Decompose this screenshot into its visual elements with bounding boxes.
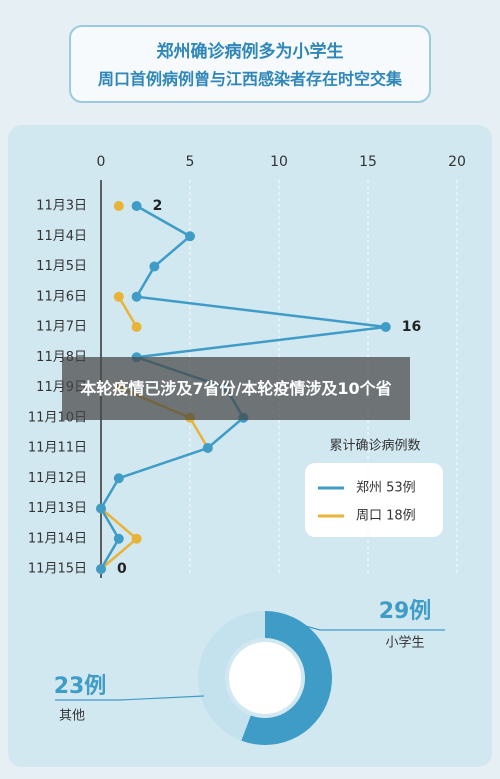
legend-title: 累计确诊病例数 (329, 439, 420, 454)
donut-slice (241, 611, 332, 745)
legend-box (305, 463, 443, 537)
point (96, 503, 106, 514)
data-label: 0 (117, 561, 127, 577)
point (131, 201, 142, 211)
y-tick-label: 11月6日 (36, 289, 87, 304)
point (113, 533, 124, 544)
x-tick-label: 0 (97, 154, 106, 170)
point (113, 201, 124, 211)
y-tick-label: 11月12日 (28, 471, 87, 486)
legend-label: 周口 18例 (356, 509, 416, 524)
legend-label: 郑州 53例 (356, 481, 416, 496)
x-tick-label: 10 (270, 154, 288, 170)
point (113, 473, 124, 484)
point (131, 533, 142, 544)
data-label: 16 (402, 319, 421, 335)
title-line: 周口首例病例曾与江西感染者存在时空交集 (98, 70, 403, 89)
y-tick-label: 11月7日 (36, 320, 87, 335)
category-label: 小学生 (385, 635, 424, 651)
panel (8, 125, 492, 767)
point (131, 322, 142, 332)
point (149, 261, 160, 272)
x-tick-label: 5 (186, 154, 195, 170)
value-label: 23例 (54, 674, 107, 699)
point (202, 443, 213, 453)
title-line: 郑州确诊病例多为小学生 (157, 41, 344, 62)
point (380, 322, 391, 332)
y-tick-label: 11月13日 (28, 501, 87, 516)
y-tick-label: 11月4日 (36, 229, 87, 244)
y-tick-label: 11月5日 (36, 259, 87, 274)
y-tick-label: 11月14日 (28, 531, 87, 546)
point (113, 291, 124, 302)
leader (55, 695, 205, 701)
value-label: 29例 (379, 599, 432, 624)
donut-hole (229, 642, 301, 714)
y-tick-label: 11月3日 (36, 199, 87, 214)
y-tick-label: 11月11日 (28, 441, 87, 456)
point (131, 291, 142, 302)
category-label: 其他 (59, 709, 85, 724)
x-tick-label: 20 (448, 154, 466, 170)
overlay-caption: 本轮疫情已涉及7省份/本轮疫情涉及10个省 (62, 357, 410, 420)
y-tick-label: 11月15日 (28, 562, 87, 577)
donut-slice (197, 611, 265, 741)
x-tick-label: 15 (359, 154, 377, 170)
leader (264, 614, 445, 631)
point (185, 231, 195, 242)
point (96, 564, 106, 574)
title-box (69, 25, 431, 103)
data-label: 2 (153, 198, 163, 214)
